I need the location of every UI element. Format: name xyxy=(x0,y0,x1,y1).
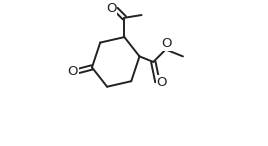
Text: O: O xyxy=(106,2,117,15)
Text: O: O xyxy=(161,38,172,51)
Text: O: O xyxy=(68,65,78,78)
Text: O: O xyxy=(156,76,167,89)
